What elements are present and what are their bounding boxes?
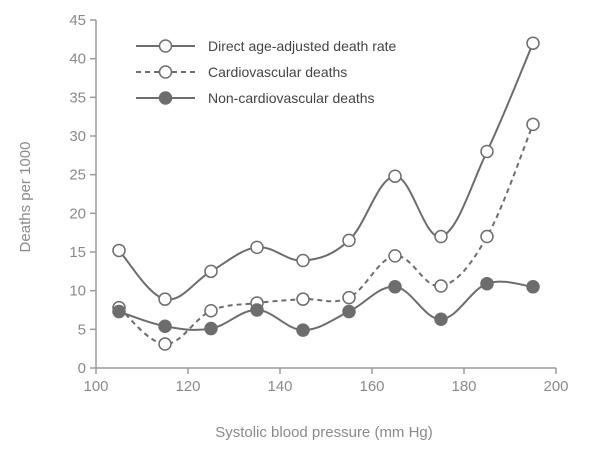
data-point [480,144,494,159]
legend: Direct age-adjusted death rate Cardiovasc… [136,38,397,106]
data-point [112,243,126,258]
y-tick-label: 40 [69,51,86,68]
data-point [342,290,356,305]
y-tick-label: 0 [78,360,86,377]
legend-swatch-marker [158,65,173,79]
data-point [434,229,448,244]
x-tick-label: 120 [175,378,200,395]
legend-label: Direct age-adjusted death rate [208,38,397,54]
x-tick-label: 200 [543,378,568,395]
data-point [158,319,172,333]
data-point [480,229,494,244]
y-tick-label: 10 [69,283,86,300]
series-3 [112,276,540,337]
x-tick-label: 180 [451,378,476,395]
legend-swatch-marker [158,39,173,53]
data-point [526,36,540,50]
data-point [434,312,448,327]
data-point [342,304,356,319]
series-2 [112,117,540,351]
data-point [250,240,264,255]
x-tick-label: 140 [267,378,292,395]
data-point [526,117,540,132]
data-point [480,276,494,291]
data-point [526,280,540,294]
data-point [158,337,172,351]
x-axis: 100 120 140 160 180 200 [83,367,569,395]
y-tick-label: 5 [78,321,86,338]
legend-item: Direct age-adjusted death rate [136,38,397,54]
data-point [204,321,218,336]
y-tick-label: 35 [69,89,86,106]
data-point [296,253,310,268]
x-axis-title: Systolic blood pressure (mm Hg) [215,424,433,441]
data-point [204,264,218,279]
series-1 [112,36,540,306]
series-line [118,280,534,332]
legend-label: Non-cardiovascular deaths [208,90,375,106]
data-point [388,249,402,263]
x-tick-label: 160 [359,378,384,395]
data-point [158,292,172,306]
data-point [296,292,310,306]
series-group [112,36,540,351]
data-point [204,304,218,318]
data-point [388,280,402,294]
legend-label: Cardiovascular deaths [208,64,347,80]
y-tick-label: 25 [69,167,86,184]
y-tick-label: 20 [69,205,86,222]
data-point [434,279,448,293]
x-tick-label: 100 [83,378,108,395]
legend-item: Non-cardiovascular deaths [136,90,375,106]
legend-swatch-marker [158,91,173,105]
data-point [296,323,310,337]
legend-item: Cardiovascular deaths [136,64,347,80]
y-tick-label: 45 [69,12,86,29]
y-tick-label: 30 [69,128,86,145]
y-axis: 0 5 10 15 20 25 30 35 40 45 [69,12,97,377]
data-point [112,304,126,319]
data-point [342,233,356,248]
y-tick-label: 15 [69,244,86,261]
data-point [250,303,264,317]
data-point [388,169,402,183]
series-line [118,124,534,346]
y-axis-title: Deaths per 1000 [17,142,34,253]
